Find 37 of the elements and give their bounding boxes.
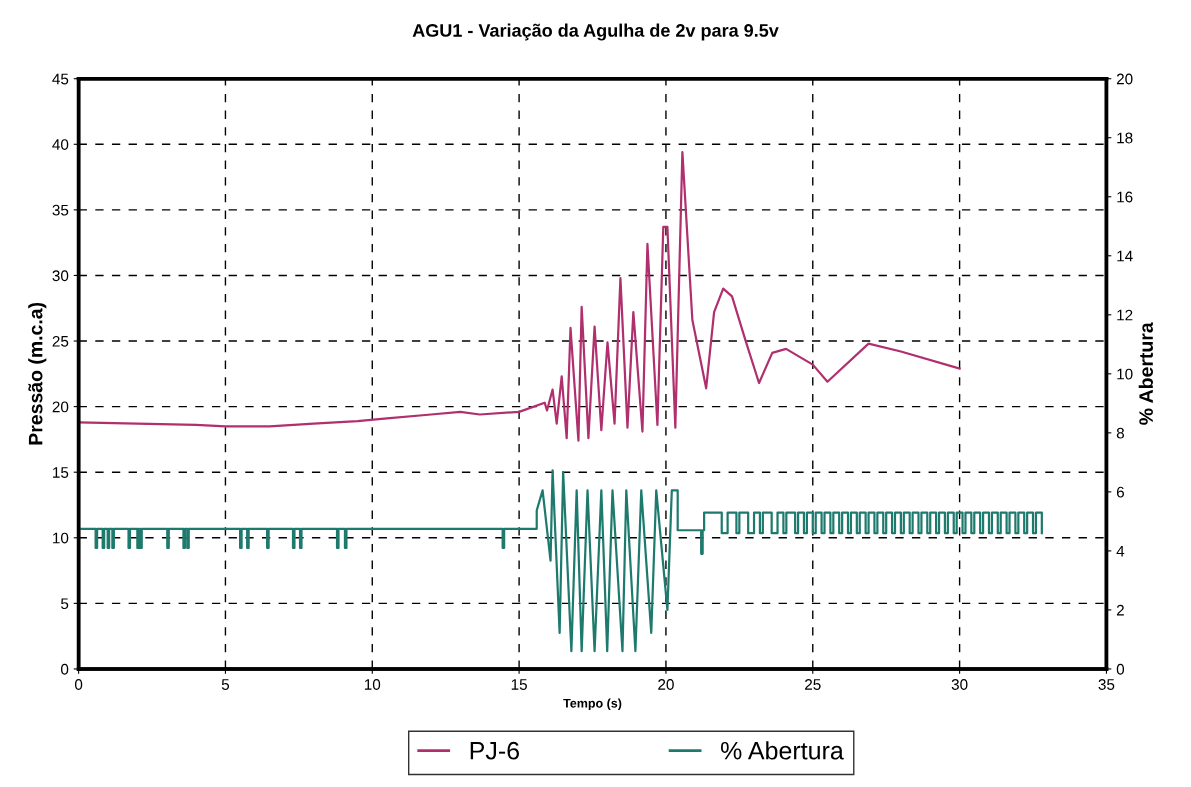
y-tick-label: 20 <box>52 401 69 413</box>
y2-tick-label: 18 <box>1117 132 1133 144</box>
y-tick-label: 40 <box>52 139 69 150</box>
x-tick-label: 35 <box>1098 679 1115 690</box>
x-tick-label: 20 <box>658 679 674 690</box>
y-tick-label: 30 <box>52 270 69 282</box>
x-tick-label: 15 <box>511 679 527 690</box>
y-axis-title: Pressão (m.c.a) <box>28 302 47 445</box>
legend-label: PJ-6 <box>470 741 519 760</box>
y2-tick-label: 14 <box>1117 250 1133 262</box>
y-tick-label: 0 <box>60 663 69 675</box>
y2-tick-label: 20 <box>1116 73 1133 85</box>
line-series <box>78 469 1043 653</box>
x-tick-label: 0 <box>74 679 83 690</box>
y2-tick-label: 0 <box>1116 663 1125 675</box>
x-tick-label: 30 <box>951 679 968 690</box>
legend-label: % Abertura <box>720 741 844 760</box>
y-tick-label: 15 <box>53 467 69 478</box>
y2-tick-label: 2 <box>1116 604 1124 616</box>
y-tick-label: 45 <box>52 73 69 85</box>
x-tick-label: 25 <box>805 679 821 690</box>
y2-tick-label: 16 <box>1117 191 1133 203</box>
x-tick-label: 10 <box>364 679 381 690</box>
y-tick-label: 25 <box>52 335 69 347</box>
y2-tick-label: 4 <box>1116 545 1125 557</box>
y-tick-label: 10 <box>53 532 69 544</box>
x-tick-label: 5 <box>221 679 230 690</box>
y2-axis-title: % Abertura <box>1138 322 1153 425</box>
y-tick-label: 35 <box>52 204 69 216</box>
y2-tick-label: 12 <box>1117 309 1133 321</box>
x-axis-title: Tempo (s) <box>563 698 622 711</box>
chart-title: AGU1 - Variação da Agulha de 2v para 9.5v <box>412 23 779 41</box>
y2-tick-label: 6 <box>1116 486 1124 498</box>
y2-tick-label: 10 <box>1117 368 1133 380</box>
line-series <box>78 151 961 442</box>
y-tick-label: 5 <box>61 598 69 610</box>
y2-tick-label: 8 <box>1116 427 1124 439</box>
